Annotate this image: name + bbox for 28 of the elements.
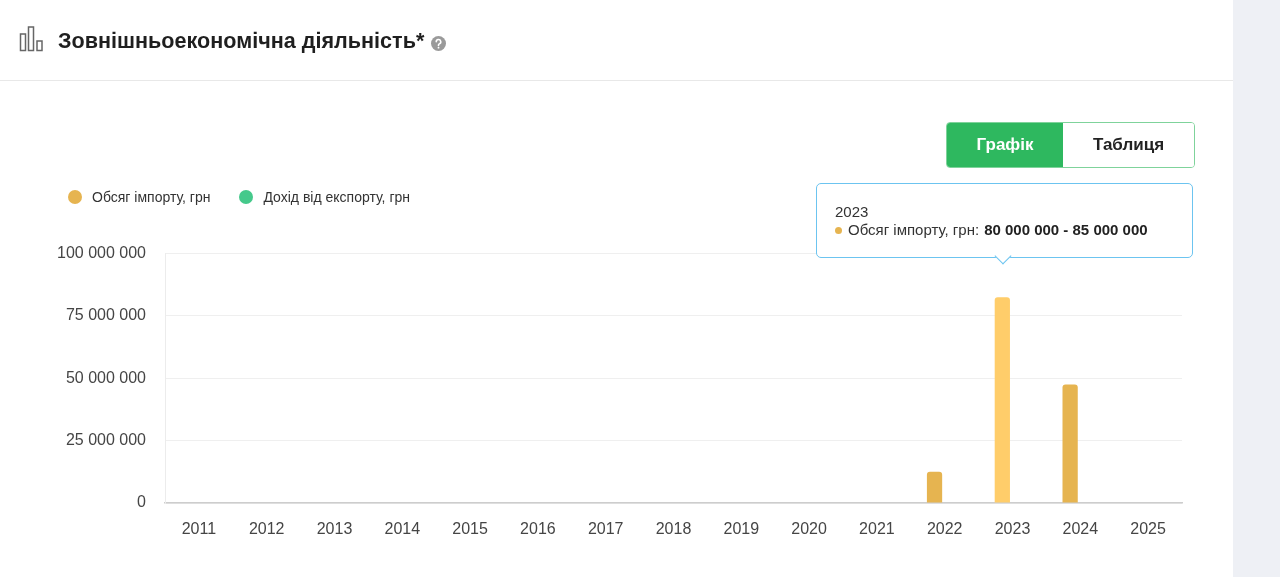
x-tick-label: 2013	[316, 520, 353, 538]
y-tick-label: 50 000 000	[65, 368, 147, 386]
y-tick-label: 0	[137, 493, 147, 511]
x-tick-label: 2017	[587, 520, 624, 538]
x-tick-label: 2020	[791, 520, 827, 538]
x-tick-label: 2018	[655, 520, 692, 538]
chart-title: Зовнішньоекономічна діяльність*	[58, 28, 425, 54]
tab: Графік	[947, 123, 1063, 167]
bar	[994, 297, 1010, 503]
bar	[1062, 384, 1078, 503]
legend-label: Обсяг імпорту, грн	[92, 189, 211, 205]
y-tick-label: 25 000 000	[65, 431, 147, 449]
x-tick-label: 2014	[384, 520, 421, 538]
y-tick-label: 75 000 000	[65, 306, 147, 324]
legend-label: Дохід від експорту, грн	[263, 189, 411, 205]
x-tick-label: 2011	[181, 520, 217, 538]
x-tick-label: 2012	[248, 520, 285, 538]
tooltip: 2023 Обсяг імпорту, грн: 80 000 000 - 85 000 000	[816, 183, 1193, 266]
bar	[926, 471, 943, 503]
y-tick-label: 100 000 000	[57, 244, 147, 262]
x-tick-label: 2022	[926, 520, 963, 538]
x-tick-label: 2015	[452, 520, 488, 538]
x-tick-label: 2025	[1130, 520, 1166, 538]
x-tick-label: 2021	[859, 520, 895, 538]
x-tick-label: 2016	[520, 520, 556, 538]
x-tick-label: 2024	[1062, 520, 1099, 538]
x-tick-label: 2023	[994, 520, 1031, 538]
x-tick-label: 2019	[723, 520, 760, 538]
